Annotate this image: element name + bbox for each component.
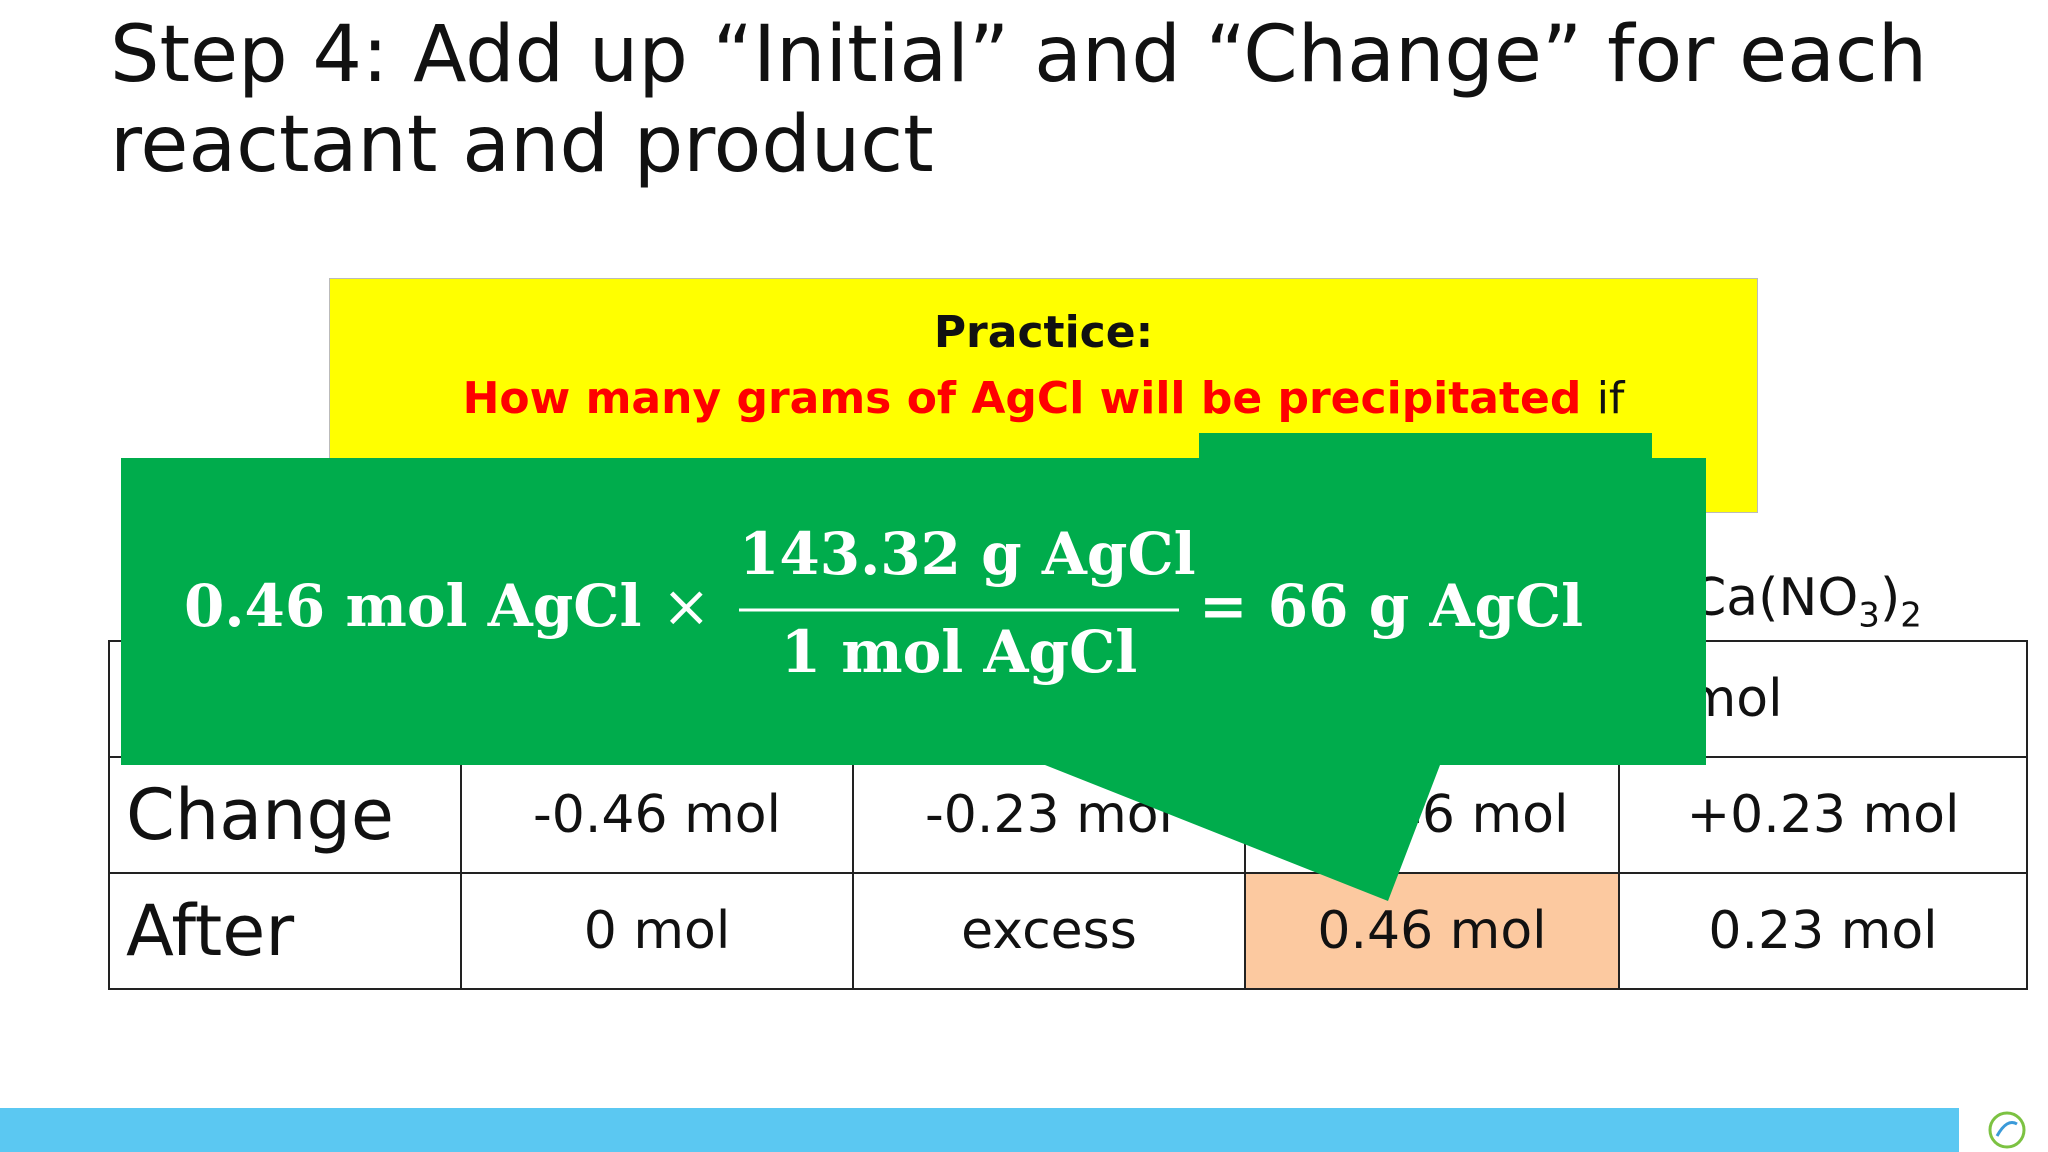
eq-denominator: 1 mol AgCl [780, 618, 1138, 686]
column-header: Ca(NO3)2 [1690, 568, 1922, 635]
cell: excess [852, 872, 1246, 990]
header-sub: 2 [1900, 595, 1922, 636]
row-label: Change [108, 756, 462, 874]
practice-label: Practice: [933, 307, 1154, 358]
cell: -0.46 mol [460, 756, 854, 874]
row-label: After [108, 872, 462, 990]
question-tail: if [1596, 373, 1625, 424]
cell: +0.23 mol [1618, 756, 2028, 874]
eq-result: = 66 g AgCl [1199, 572, 1584, 640]
header-close: ) [1879, 568, 1901, 628]
eq-times: × [662, 572, 711, 640]
cell: 0.23 mol [1618, 872, 2028, 990]
highlighted-cell: 0.46 mol [1244, 872, 1620, 990]
question-text: How many grams of AgCl will be precipita… [462, 373, 1582, 424]
practice-question: How many grams of AgCl will be precipita… [330, 373, 1757, 424]
callout-shape [121, 458, 1706, 901]
header-base: Ca(NO [1690, 568, 1859, 628]
logo [1988, 1111, 2026, 1149]
eq-numerator: 143.32 g AgCl [739, 520, 1196, 588]
eq-left: 0.46 mol AgCl [184, 572, 642, 640]
footer-bar [0, 1108, 1959, 1152]
header-sub: 3 [1858, 595, 1880, 636]
cell: 0 mol [460, 872, 854, 990]
slide-title: Step 4: Add up “Initial” and “Change” fo… [110, 10, 1928, 190]
